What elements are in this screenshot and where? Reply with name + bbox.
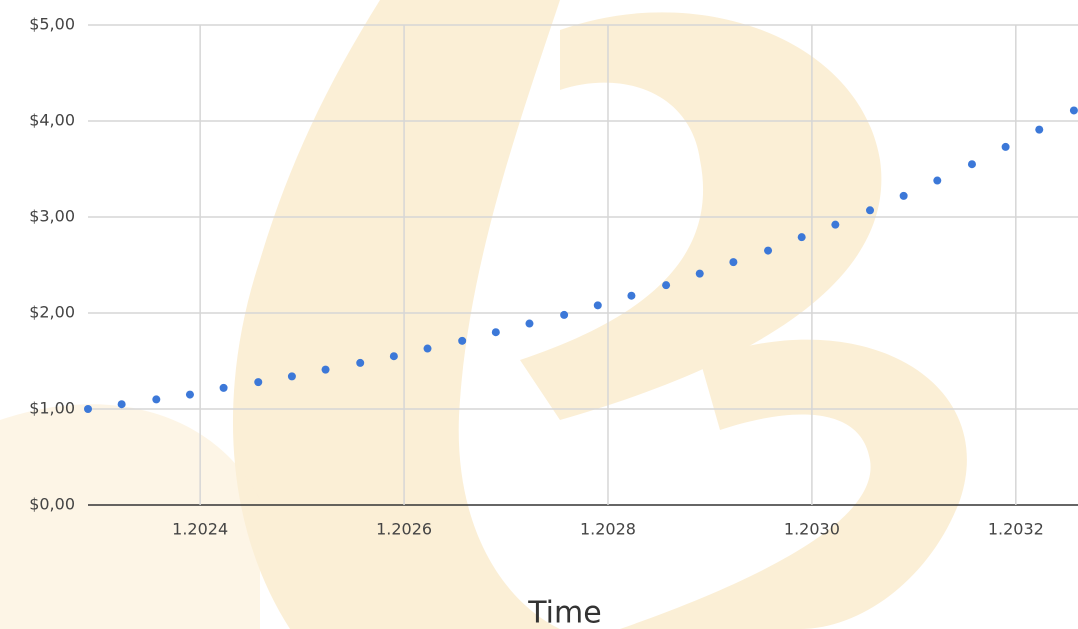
point [967,160,976,169]
point [593,301,602,310]
x-tick-label: 1.2026 [376,520,432,539]
y-tick-label: $1,00 [29,399,75,418]
point [389,352,398,361]
point [423,344,432,353]
point [525,319,534,328]
point [560,310,569,319]
point [933,176,942,185]
point [185,390,194,399]
point [662,281,671,290]
y-tick-label: $0,00 [29,495,75,514]
point [321,365,330,374]
point [152,395,161,404]
x-tick-label: 1.2030 [784,520,840,539]
point [831,220,840,229]
point [1069,106,1078,115]
point [254,378,263,387]
point [729,258,738,267]
watermark [0,0,967,629]
point [84,405,92,413]
point [797,233,806,242]
point [491,328,500,337]
point [899,191,908,200]
point [356,358,365,367]
point [866,206,875,215]
point [695,269,704,278]
y-tick-label: $2,00 [29,303,75,322]
point [458,336,467,345]
point [1035,125,1044,134]
y-tick-label: $5,00 [29,15,75,34]
point [764,246,773,255]
point [287,372,296,381]
y-tick-label: $4,00 [29,111,75,130]
point [219,383,228,392]
x-tick-label: 1.2028 [580,520,636,539]
x-tick-label: 1.2024 [172,520,228,539]
point [117,400,126,409]
y-tick-label: $3,00 [29,207,75,226]
point [627,291,636,300]
x-tick-label: 1.2032 [988,520,1044,539]
point [1001,142,1010,151]
x-axis-label: Time [527,596,601,629]
